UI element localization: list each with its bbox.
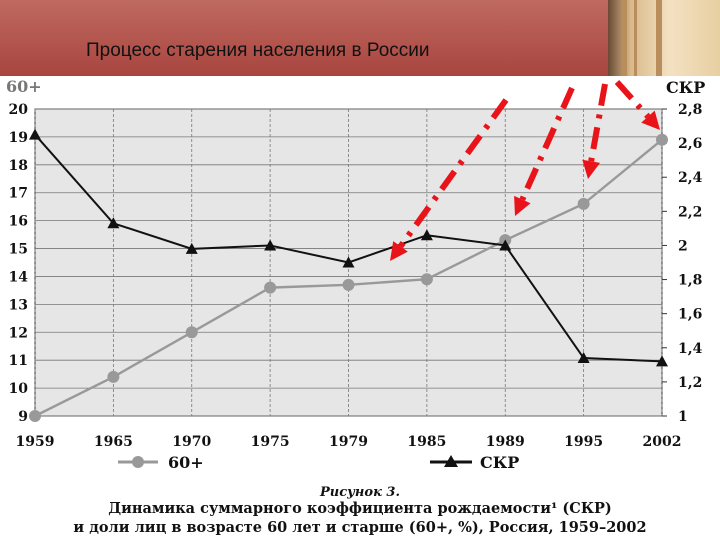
right-tick-label: 2,8 [678, 102, 702, 118]
right-tick-label: 1 [678, 409, 688, 425]
age60-point [264, 281, 277, 294]
age60-point [29, 410, 41, 422]
right-tick-label: 2 [678, 238, 688, 254]
skr-point [264, 239, 277, 251]
right-tick-label: 2,2 [678, 204, 702, 220]
age60-point [656, 133, 668, 146]
title-banner: Процесс старения населения в России [0, 0, 720, 76]
skr-point [107, 217, 120, 229]
red-arrow-head [641, 110, 660, 130]
left-axis-title: 60+ [6, 77, 42, 96]
left-tick-label: 18 [9, 158, 28, 174]
red-arrow-shaft [614, 79, 651, 119]
red-arrow-shaft [588, 83, 608, 162]
left-tick-label: 11 [9, 353, 28, 369]
red-arrow-head [390, 241, 408, 261]
x-tick-label: 1989 [486, 434, 525, 450]
left-tick-label: 19 [9, 130, 28, 146]
x-tick-label: 2002 [643, 434, 682, 450]
aging-chart: 9 10 11 12 13 14 15 16 17 18 19 20 1 1,2 1,4 1,6 1,8 2 2,… [6, 77, 705, 472]
skr-point [499, 239, 512, 251]
right-tick-label: 1,4 [678, 341, 703, 357]
x-tick-label: 1959 [16, 434, 55, 450]
red-arrow-shaft [398, 98, 509, 249]
skr-point [656, 355, 668, 367]
left-tick-label: 12 [9, 325, 28, 341]
caption-heading: Рисунок 3. [320, 485, 400, 500]
right-tick-label: 1,8 [678, 273, 702, 289]
skr-point [29, 128, 41, 140]
legend-60-label: 60+ [168, 453, 204, 472]
right-axis: 1 1,2 1,4 1,6 1,8 2 2,2 2,4 2,6 2,8 [662, 102, 703, 425]
skr-point [185, 242, 198, 254]
grid-lines [34, 108, 663, 417]
x-tick-label: 1985 [407, 434, 446, 450]
right-tick-label: 1,2 [678, 375, 702, 391]
skr-point [342, 256, 355, 268]
x-tick-label: 1965 [94, 434, 133, 450]
x-tick-label: 1975 [251, 434, 290, 450]
decorative-ornament [608, 0, 720, 76]
skr-point [577, 352, 590, 364]
red-arrows [390, 79, 660, 261]
legend-60-marker [132, 456, 144, 468]
x-tick-label: 1979 [329, 434, 368, 450]
left-tick-label: 16 [9, 214, 28, 230]
left-tick-label: 20 [9, 102, 29, 118]
ornament-stripe [634, 0, 637, 76]
ornament-stripe [622, 0, 627, 76]
right-tick-label: 1,6 [678, 307, 702, 323]
age60-point [107, 370, 120, 383]
slide-title: Процесс старения населения в России [86, 40, 430, 61]
left-tick-label: 17 [9, 186, 28, 202]
red-arrow-head [582, 159, 601, 179]
right-tick-label: 2,4 [678, 170, 703, 186]
legend-skr-label: СКР [480, 453, 519, 472]
x-tick-label: 1995 [564, 434, 603, 450]
legend-skr-marker [444, 455, 458, 467]
skr-point [420, 229, 433, 241]
caption-line-1: Динамика суммарного коэффициента рождаем… [108, 500, 612, 517]
x-tick-label: 1970 [172, 434, 211, 450]
right-axis-title: СКР [666, 78, 705, 97]
red-arrow-shaft [519, 86, 575, 201]
age60-point [185, 326, 198, 339]
legend: 60+ СКР [118, 453, 519, 472]
series-layer [29, 128, 668, 422]
caption-line-2: и доли лиц в возрасте 60 лет и старше (6… [73, 519, 647, 536]
ornament-stripe [656, 0, 662, 76]
left-tick-label: 15 [9, 242, 28, 258]
left-tick-label: 14 [9, 269, 29, 285]
x-axis: 1959 1965 1970 1975 1979 1985 1989 1995 2002 [16, 434, 682, 450]
red-arrow-head [514, 195, 531, 216]
age60-point [342, 278, 355, 291]
right-tick-label: 2,6 [678, 136, 702, 152]
age60-point [420, 273, 433, 286]
left-tick-label: 9 [18, 409, 28, 425]
age60-point [577, 197, 590, 210]
left-tick-label: 10 [9, 381, 29, 397]
left-axis: 9 10 11 12 13 14 15 16 17 18 19 20 [9, 102, 29, 425]
left-tick-label: 13 [9, 297, 28, 313]
